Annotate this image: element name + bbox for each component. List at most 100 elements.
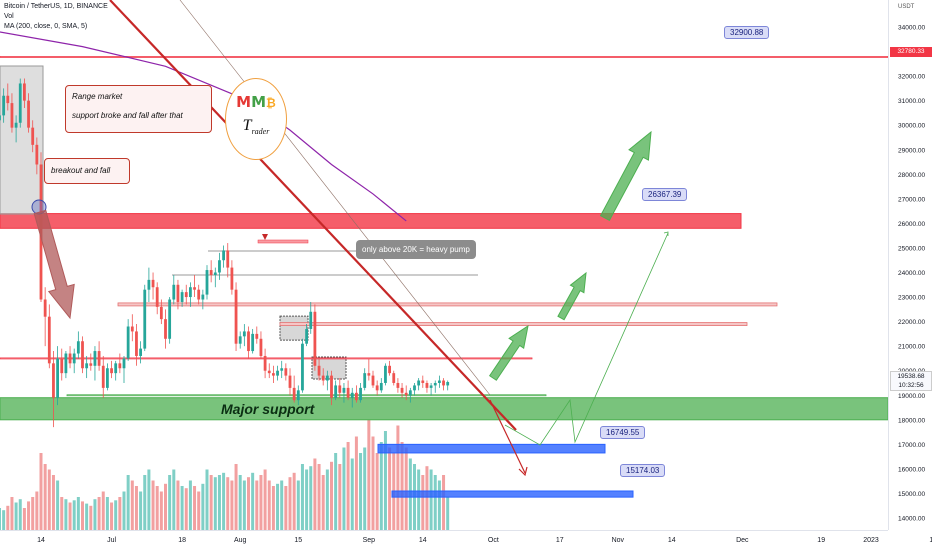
volume-bar: [446, 497, 450, 530]
candle-body: [242, 331, 246, 337]
candle-body: [222, 250, 225, 261]
volume-bar: [309, 466, 313, 530]
volume-bar: [2, 510, 6, 530]
logo-m-green: M: [251, 93, 267, 111]
target-16749-label[interactable]: 16749.55: [600, 426, 646, 439]
volume-bar: [114, 500, 118, 530]
volume-bar: [93, 499, 97, 530]
price-tick-label: 26000.00: [898, 221, 925, 228]
volume-bar: [425, 466, 429, 530]
candle-body: [238, 336, 242, 344]
candle-body: [251, 333, 255, 352]
volume-bar: [363, 447, 367, 530]
pump-arrow-3: [599, 130, 652, 222]
volume-bar: [176, 480, 180, 530]
volume-bar: [0, 508, 1, 530]
candle-body: [446, 382, 450, 386]
volume-bar: [101, 491, 105, 530]
volume-bar: [396, 425, 400, 530]
volume-bar: [280, 480, 284, 530]
volume-bar: [72, 500, 76, 530]
trend-lines: [109, 0, 517, 431]
logo-m-red: M: [236, 93, 252, 111]
zone-major-support: [0, 397, 889, 421]
candle-body: [27, 100, 30, 128]
candle-body: [301, 343, 304, 391]
target-32900-label[interactable]: 32900.88: [724, 26, 770, 39]
candle-body: [259, 338, 263, 356]
volume-bar: [371, 436, 375, 530]
fall-arrow: [33, 209, 75, 320]
axis-currency: USDT: [898, 4, 915, 10]
candle-body: [31, 127, 35, 145]
volume-bar: [68, 502, 72, 530]
volume-bar: [56, 480, 60, 530]
candle-body: [272, 373, 275, 376]
level-line: [279, 322, 748, 326]
time-axis: 14Jul18Aug15Sep14Oct17Nov14Dec19202316Fe…: [37, 537, 932, 544]
price-tick-label: 24000.00: [898, 270, 925, 277]
candle-body: [155, 287, 159, 307]
symbol-title: Bitcoin / TetherUS, 1D, BINANCE: [4, 3, 108, 10]
volume-bar: [217, 475, 221, 530]
volume-bar: [359, 453, 363, 530]
price-tick-label: 31000.00: [898, 98, 925, 105]
candle-body: [379, 382, 383, 391]
volume-bar: [172, 469, 176, 530]
range-market-note[interactable]: Range market support broke and fall afte…: [65, 85, 212, 133]
candle-body: [280, 368, 284, 371]
zone-resistance: [0, 213, 742, 229]
candle-body: [43, 299, 47, 317]
volume-bar: [126, 475, 130, 530]
volume-bar: [379, 442, 383, 530]
volume-bar: [188, 480, 192, 530]
volume-bar: [292, 472, 296, 530]
volume-bar: [437, 480, 441, 530]
candle-body: [421, 380, 425, 383]
price-tick-label: 27000.00: [898, 196, 925, 203]
consolidation-box-2: [311, 356, 347, 380]
projection-arrows: [33, 130, 669, 477]
volume-bar: [251, 472, 255, 530]
volume-bar: [64, 499, 68, 530]
candle-body: [151, 279, 155, 288]
candle-body: [118, 363, 122, 369]
heavy-pump-note[interactable]: only above 20K = heavy pump: [356, 240, 476, 259]
price-tick-label: 19000.00: [898, 393, 925, 400]
level-line: [117, 302, 778, 307]
candle-body: [114, 363, 118, 374]
candle-body: [164, 319, 167, 339]
target-15174-label[interactable]: 15174.03: [620, 464, 666, 477]
breakout-note[interactable]: breakout and fall: [44, 158, 130, 184]
candle-body: [338, 385, 342, 393]
target-26367-label[interactable]: 26367.39: [642, 188, 688, 201]
drop-arrowhead: [518, 466, 528, 477]
volume-bar: [147, 469, 151, 530]
candle-body: [101, 365, 105, 388]
logo-bitcoin: ₿: [266, 96, 276, 110]
volume-bar: [155, 486, 159, 530]
secondary-downtrend-line: [179, 0, 491, 396]
time-tick-label: Aug: [234, 537, 247, 544]
range-market-line1: Range market: [72, 92, 123, 101]
volume-bar: [201, 483, 205, 530]
volume-bar: [383, 431, 387, 530]
candle-body: [2, 95, 6, 116]
volume-bar: [404, 447, 408, 530]
volume-bar: [247, 477, 250, 530]
candle-body: [442, 380, 445, 386]
candle-body: [384, 365, 387, 383]
candle-body: [438, 380, 441, 383]
candle-body: [81, 341, 84, 369]
candle-body: [122, 358, 126, 369]
volume-bar: [130, 480, 134, 530]
candle-body: [60, 358, 64, 374]
price-tick-label: 22000.00: [898, 319, 925, 326]
consolidation-box-1: [279, 315, 309, 341]
volume-bar: [313, 458, 317, 530]
volume-bar: [151, 480, 155, 530]
volume-bar: [330, 461, 333, 530]
candle-body: [56, 358, 59, 398]
candle-body: [130, 326, 134, 332]
